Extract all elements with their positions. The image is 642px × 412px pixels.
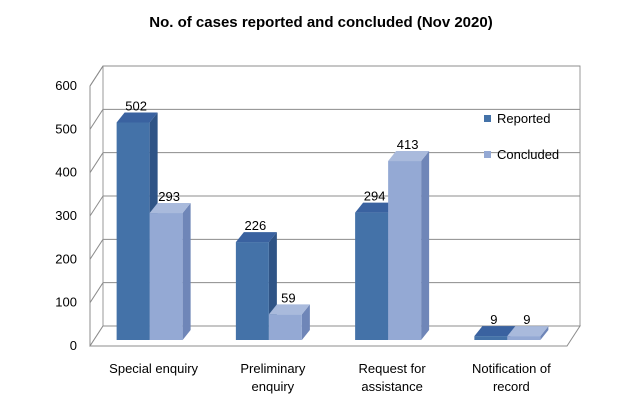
bar xyxy=(235,242,269,340)
x-tick-label: Notification of xyxy=(472,361,551,376)
x-tick-label: Request for xyxy=(359,361,427,376)
gridline-side xyxy=(89,109,104,130)
side-wall-top xyxy=(89,65,104,87)
bar-top xyxy=(116,112,158,123)
data-label: 413 xyxy=(397,137,419,152)
gridline-side xyxy=(89,282,104,303)
bar-top xyxy=(507,326,549,337)
y-tick-label: 300 xyxy=(55,208,77,223)
bar-side xyxy=(421,151,430,340)
legend-label: Reported xyxy=(497,111,550,126)
data-label: 9 xyxy=(523,312,530,327)
data-label: 502 xyxy=(125,98,147,113)
bar-top xyxy=(268,304,310,315)
data-label: 9 xyxy=(490,312,497,327)
legend-swatch xyxy=(484,151,491,158)
y-tick-label: 600 xyxy=(55,78,77,93)
bar-top xyxy=(149,203,191,214)
bar xyxy=(116,122,150,340)
bar-top xyxy=(355,202,397,213)
x-tick-label: Special enquiry xyxy=(109,361,198,376)
bar xyxy=(268,314,302,340)
bar-side xyxy=(301,304,310,340)
y-tick-label: 200 xyxy=(55,251,77,266)
y-tick-label: 400 xyxy=(55,165,77,180)
y-tick-label: 500 xyxy=(55,121,77,136)
bar xyxy=(149,213,183,340)
data-label: 293 xyxy=(158,189,180,204)
legend-label: Concluded xyxy=(497,147,559,162)
data-label: 294 xyxy=(364,189,386,204)
y-tick-label: 100 xyxy=(55,295,77,310)
bar-top xyxy=(235,232,277,243)
data-label: 226 xyxy=(245,218,267,233)
bar-side xyxy=(540,326,549,340)
legend-swatch xyxy=(484,115,491,122)
data-label: 59 xyxy=(281,290,295,305)
gridline-side xyxy=(89,239,104,260)
x-tick-label: assistance xyxy=(361,379,422,394)
y-tick-label: 0 xyxy=(70,338,77,353)
gridline-side xyxy=(89,195,104,217)
bar-side xyxy=(182,203,191,340)
x-tick-label: Preliminary xyxy=(240,361,306,376)
bar-top xyxy=(474,326,516,337)
bar xyxy=(507,336,541,340)
x-tick-label: record xyxy=(493,379,530,394)
chart-title: No. of cases reported and concluded (Nov… xyxy=(149,14,493,31)
x-tick-label: enquiry xyxy=(252,379,295,394)
gridline-side xyxy=(89,152,104,173)
bar xyxy=(355,212,389,340)
bar-top xyxy=(388,151,430,162)
bar xyxy=(388,161,422,340)
bar xyxy=(474,336,508,340)
